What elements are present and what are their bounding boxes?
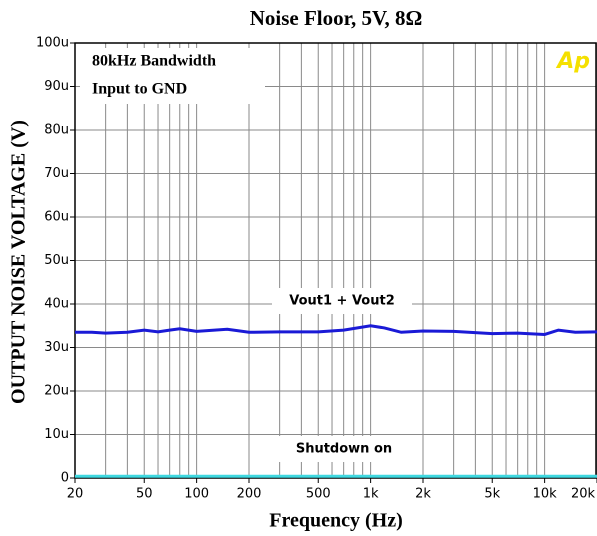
x-tick-label: 20 — [67, 487, 84, 502]
y-tick-label: 30u — [44, 340, 69, 355]
logo: Ap — [555, 49, 590, 74]
label-box — [80, 48, 265, 104]
series-line — [75, 324, 597, 336]
x-tick-label: 20k — [571, 487, 596, 502]
label-box — [278, 436, 410, 462]
y-tick-label: 100u — [36, 36, 69, 51]
annotation: 80kHz Bandwidth — [92, 53, 216, 70]
x-tick-label: 5k — [484, 487, 500, 502]
x-tick-label: 2k — [415, 487, 431, 502]
y-tick-label: 50u — [44, 253, 69, 268]
y-tick-label: 10u — [44, 427, 69, 442]
y-tick-label: 90u — [44, 79, 69, 94]
label-box — [272, 288, 412, 314]
x-tick-label: 10k — [533, 487, 558, 502]
y-tick-label: 80u — [44, 123, 69, 138]
y-tick-label: 70u — [44, 166, 69, 181]
y-axis-label: OUTPUT NOISE VOLTAGE (V) — [8, 120, 30, 404]
annotation: Shutdown on — [296, 442, 392, 457]
x-tick-label: 1k — [363, 487, 379, 502]
chart-title: Noise Floor, 5V, 8Ω — [250, 6, 423, 30]
y-tick-label: 0 — [61, 471, 69, 486]
plot-frame — [74, 42, 597, 479]
x-tick-label: 100 — [184, 487, 209, 502]
annotation: Input to GND — [92, 81, 187, 98]
x-axis-label: Frequency (Hz) — [269, 510, 403, 532]
y-tick-label: 60u — [44, 210, 69, 225]
x-tick-label: 200 — [237, 487, 262, 502]
x-tick-label: 500 — [306, 487, 331, 502]
y-tick-label: 40u — [44, 297, 69, 312]
y-tick-label: 20u — [44, 384, 69, 399]
annotation: Vout1 + Vout2 — [289, 294, 395, 309]
x-tick-label: 50 — [136, 487, 153, 502]
